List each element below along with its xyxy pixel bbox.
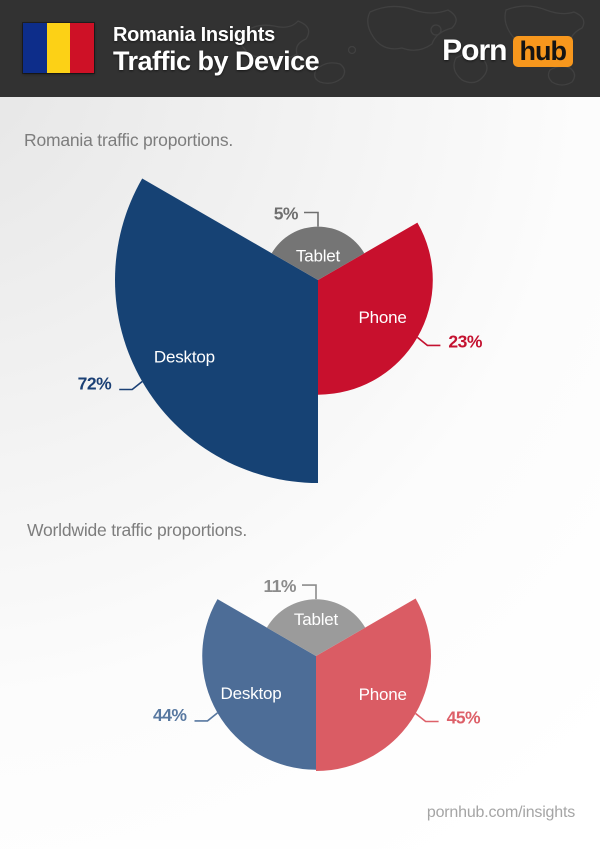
flag-band-yellow xyxy=(46,23,71,73)
chart-title-romania: Romania traffic proportions. xyxy=(24,130,234,150)
pct-label-tablet: 11% xyxy=(263,576,296,596)
logo-porn-text: Porn xyxy=(442,34,507,67)
slice-phone xyxy=(318,222,433,395)
slice-label-tablet: Tablet xyxy=(296,246,341,265)
slice-desktop xyxy=(202,599,316,770)
callout-line-desktop xyxy=(119,380,143,391)
pct-label-tablet: 5% xyxy=(274,204,299,224)
slice-label-tablet: Tablet xyxy=(294,610,339,629)
flag-band-blue xyxy=(23,23,47,73)
slice-tablet xyxy=(266,599,366,656)
world-map-decoration xyxy=(237,5,585,86)
chart-title-worldwide: Worldwide traffic proportions. xyxy=(27,520,247,540)
callout-line-tablet xyxy=(304,211,319,227)
slice-tablet xyxy=(271,226,365,280)
pct-label-phone: 45% xyxy=(447,708,481,728)
logo-hub-badge: hub xyxy=(512,35,573,67)
romania-flag xyxy=(23,23,95,73)
pornhub-logo: Porn hub xyxy=(442,34,573,68)
callout-line-phone xyxy=(415,712,439,723)
callout-line-tablet xyxy=(302,584,317,600)
worldwide-device-pie-chart: Desktop 44% Phone 45% Tablet 11% xyxy=(153,576,482,771)
header-titles: Romania Insights Traffic by Device xyxy=(113,24,320,76)
slice-desktop xyxy=(115,178,318,483)
callout-line-desktop xyxy=(194,712,218,722)
header-subtitle: Romania Insights xyxy=(113,24,275,46)
page-title: Traffic by Device xyxy=(113,46,320,76)
slice-label-phone: Phone xyxy=(359,685,407,704)
slice-label-phone: Phone xyxy=(359,308,407,327)
flag-band-red xyxy=(70,23,95,73)
insights-url: pornhub.com/insights xyxy=(426,804,575,821)
callout-line-phone xyxy=(416,336,441,347)
pct-label-phone: 23% xyxy=(448,331,482,351)
header-banner: Romania Insights Traffic by Device Porn … xyxy=(0,0,600,97)
pct-label-desktop: 72% xyxy=(78,374,112,394)
pct-label-desktop: 44% xyxy=(153,705,187,725)
slice-label-desktop: Desktop xyxy=(221,684,282,703)
slice-label-desktop: Desktop xyxy=(154,348,215,367)
slice-phone xyxy=(316,598,432,771)
romania-device-pie-chart: Desktop 72% Phone 23% Tablet 5% xyxy=(78,178,483,483)
